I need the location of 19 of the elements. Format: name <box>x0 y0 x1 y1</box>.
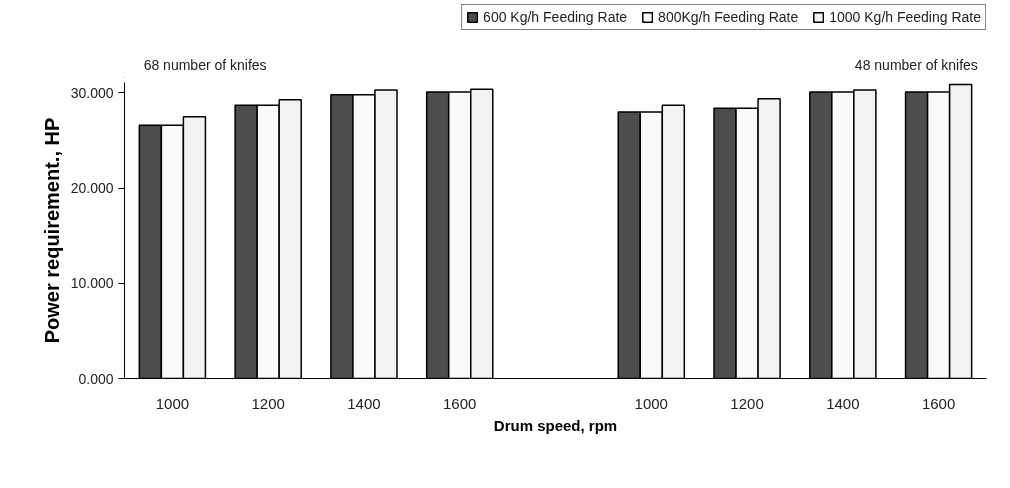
legend-label: 1000 Kg/h Feeding Rate <box>829 9 981 25</box>
x-tick-label: 1400 <box>826 394 860 412</box>
x-tick-label: 1400 <box>347 394 381 412</box>
legend-label: 600 Kg/h Feeding Rate <box>483 9 628 25</box>
y-tick-label: 20.000 <box>70 180 114 197</box>
text: 48 number of knifes <box>854 56 978 73</box>
x-tick-label: 1000 <box>155 394 190 412</box>
x-axis-title: Drum speed, rpm <box>493 416 618 434</box>
y-tick-label: 10.000 <box>70 275 114 292</box>
y-tick-label: 0.000 <box>78 370 114 387</box>
legend-label: 800Kg/h Feeding Rate <box>658 9 799 25</box>
x-tick-label: 1200 <box>730 394 764 412</box>
y-axis-title: Power requirement., HP <box>40 117 63 344</box>
x-tick-label: 1000 <box>634 394 668 412</box>
x-tick-label: 1200 <box>251 394 285 412</box>
x-tick-label: 1600 <box>443 394 477 412</box>
text: 68 number of knifes <box>143 56 267 73</box>
y-tick-label: 30.000 <box>70 84 114 101</box>
x-tick-label: 1600 <box>921 394 956 412</box>
